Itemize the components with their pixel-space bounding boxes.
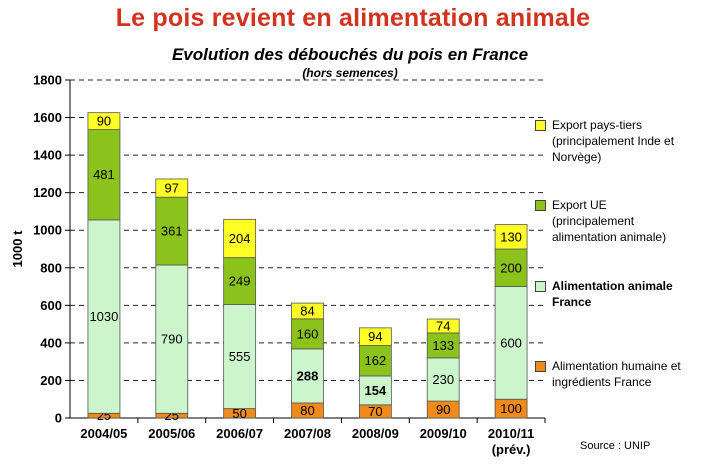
data-label: 84 bbox=[300, 303, 314, 318]
bar-segment bbox=[291, 348, 324, 404]
y-tick-label: 1200 bbox=[33, 185, 62, 200]
y-tick-label: 1800 bbox=[33, 73, 62, 88]
legend-item: Alimentation humaine et ingrédients Franc… bbox=[535, 358, 704, 390]
y-tick-label: 1400 bbox=[33, 148, 62, 163]
x-tick-label: 2008/09 bbox=[352, 426, 399, 441]
x-tick-label: 2006/07 bbox=[216, 426, 263, 441]
data-label: 160 bbox=[297, 326, 319, 341]
y-tick-label: 200 bbox=[40, 373, 62, 388]
data-label: 162 bbox=[365, 353, 387, 368]
bar-segment bbox=[223, 218, 257, 259]
legend-label: (principalement Inde et bbox=[552, 134, 675, 148]
bar-segment bbox=[426, 332, 460, 359]
y-tick-label: 0 bbox=[55, 411, 62, 426]
legend-swatch bbox=[535, 200, 546, 211]
legend-label: ingrédients France bbox=[552, 375, 652, 389]
legend-item: Export pays-tiers (principalement Inde et… bbox=[535, 117, 704, 165]
bar-segment bbox=[494, 286, 528, 400]
data-label: 70 bbox=[368, 404, 382, 419]
legend-label: Export pays-tiers bbox=[552, 118, 643, 132]
bar-segment bbox=[87, 112, 121, 130]
page-title: Le pois revient en alimentation animale bbox=[115, 4, 591, 32]
legend-swatch bbox=[535, 281, 546, 292]
bar-segment bbox=[494, 224, 528, 250]
bar-segment bbox=[426, 318, 460, 334]
x-tick-label: (prév.) bbox=[492, 442, 531, 457]
data-label: 1030 bbox=[89, 309, 118, 324]
legend-label: (principalement bbox=[552, 214, 635, 228]
bar-segment bbox=[155, 264, 189, 414]
y-tick-label: 1000 bbox=[33, 223, 62, 238]
chart-title: Evolution des débouchés du pois en Franc… bbox=[171, 45, 529, 64]
bar-segment bbox=[155, 196, 189, 266]
data-label: 154 bbox=[365, 383, 387, 398]
bar-segment bbox=[87, 129, 121, 221]
data-label: 249 bbox=[229, 274, 251, 289]
data-label: 361 bbox=[161, 224, 183, 239]
data-label: 790 bbox=[161, 332, 183, 347]
legend-label: Export UE bbox=[552, 198, 607, 212]
y-tick-label: 400 bbox=[40, 335, 62, 350]
x-tick-label: 2007/08 bbox=[284, 426, 331, 441]
data-label: 200 bbox=[500, 260, 522, 275]
data-label: 97 bbox=[165, 181, 179, 196]
data-label: 288 bbox=[297, 368, 319, 383]
x-tick-label: 2009/10 bbox=[420, 426, 467, 441]
legend-item: Export UE (principalement alimentation ani… bbox=[535, 197, 704, 245]
data-label: 130 bbox=[500, 229, 522, 244]
y-tick-label: 600 bbox=[40, 298, 62, 313]
bar-segment bbox=[87, 219, 121, 414]
data-label: 481 bbox=[93, 167, 115, 182]
data-label: 230 bbox=[432, 372, 454, 387]
y-axis-label: 1000 t bbox=[10, 230, 25, 268]
legend-label: Alimentation humaine et bbox=[552, 359, 681, 373]
bar-segment bbox=[358, 327, 392, 346]
bar-segment bbox=[291, 302, 324, 320]
bar-segment bbox=[155, 178, 189, 198]
chart-subtitle: (hors semences) bbox=[302, 66, 398, 80]
data-label: 555 bbox=[229, 349, 251, 364]
x-tick-label: 2010/11 bbox=[488, 426, 534, 441]
data-label: 74 bbox=[436, 318, 450, 333]
legend-swatch bbox=[535, 120, 546, 131]
data-label: 90 bbox=[97, 114, 111, 129]
legend-swatch bbox=[535, 361, 546, 372]
y-tick-label: 800 bbox=[40, 260, 62, 275]
legend-item: Alimentation animale France bbox=[535, 278, 704, 310]
data-label: 80 bbox=[300, 403, 314, 418]
data-label: 100 bbox=[500, 401, 522, 416]
bar-segment bbox=[358, 375, 392, 406]
legend-label: Alimentation animale bbox=[552, 279, 673, 293]
source-note: Source : UNIP bbox=[580, 440, 651, 452]
data-label: 94 bbox=[368, 329, 382, 344]
legend-label: France bbox=[552, 295, 592, 309]
x-tick-label: 2005/06 bbox=[148, 426, 195, 441]
legend-label: alimentation animale) bbox=[552, 230, 667, 244]
data-label: 50 bbox=[232, 406, 246, 421]
x-tick-label: 2004/05 bbox=[80, 426, 127, 441]
bar-segment bbox=[223, 257, 257, 305]
data-label: 133 bbox=[432, 338, 454, 353]
data-label: 90 bbox=[436, 402, 450, 417]
legend-label: Norvège) bbox=[552, 150, 602, 164]
data-label: 600 bbox=[500, 335, 522, 350]
y-tick-label: 1600 bbox=[33, 110, 62, 125]
data-label: 204 bbox=[229, 231, 251, 246]
